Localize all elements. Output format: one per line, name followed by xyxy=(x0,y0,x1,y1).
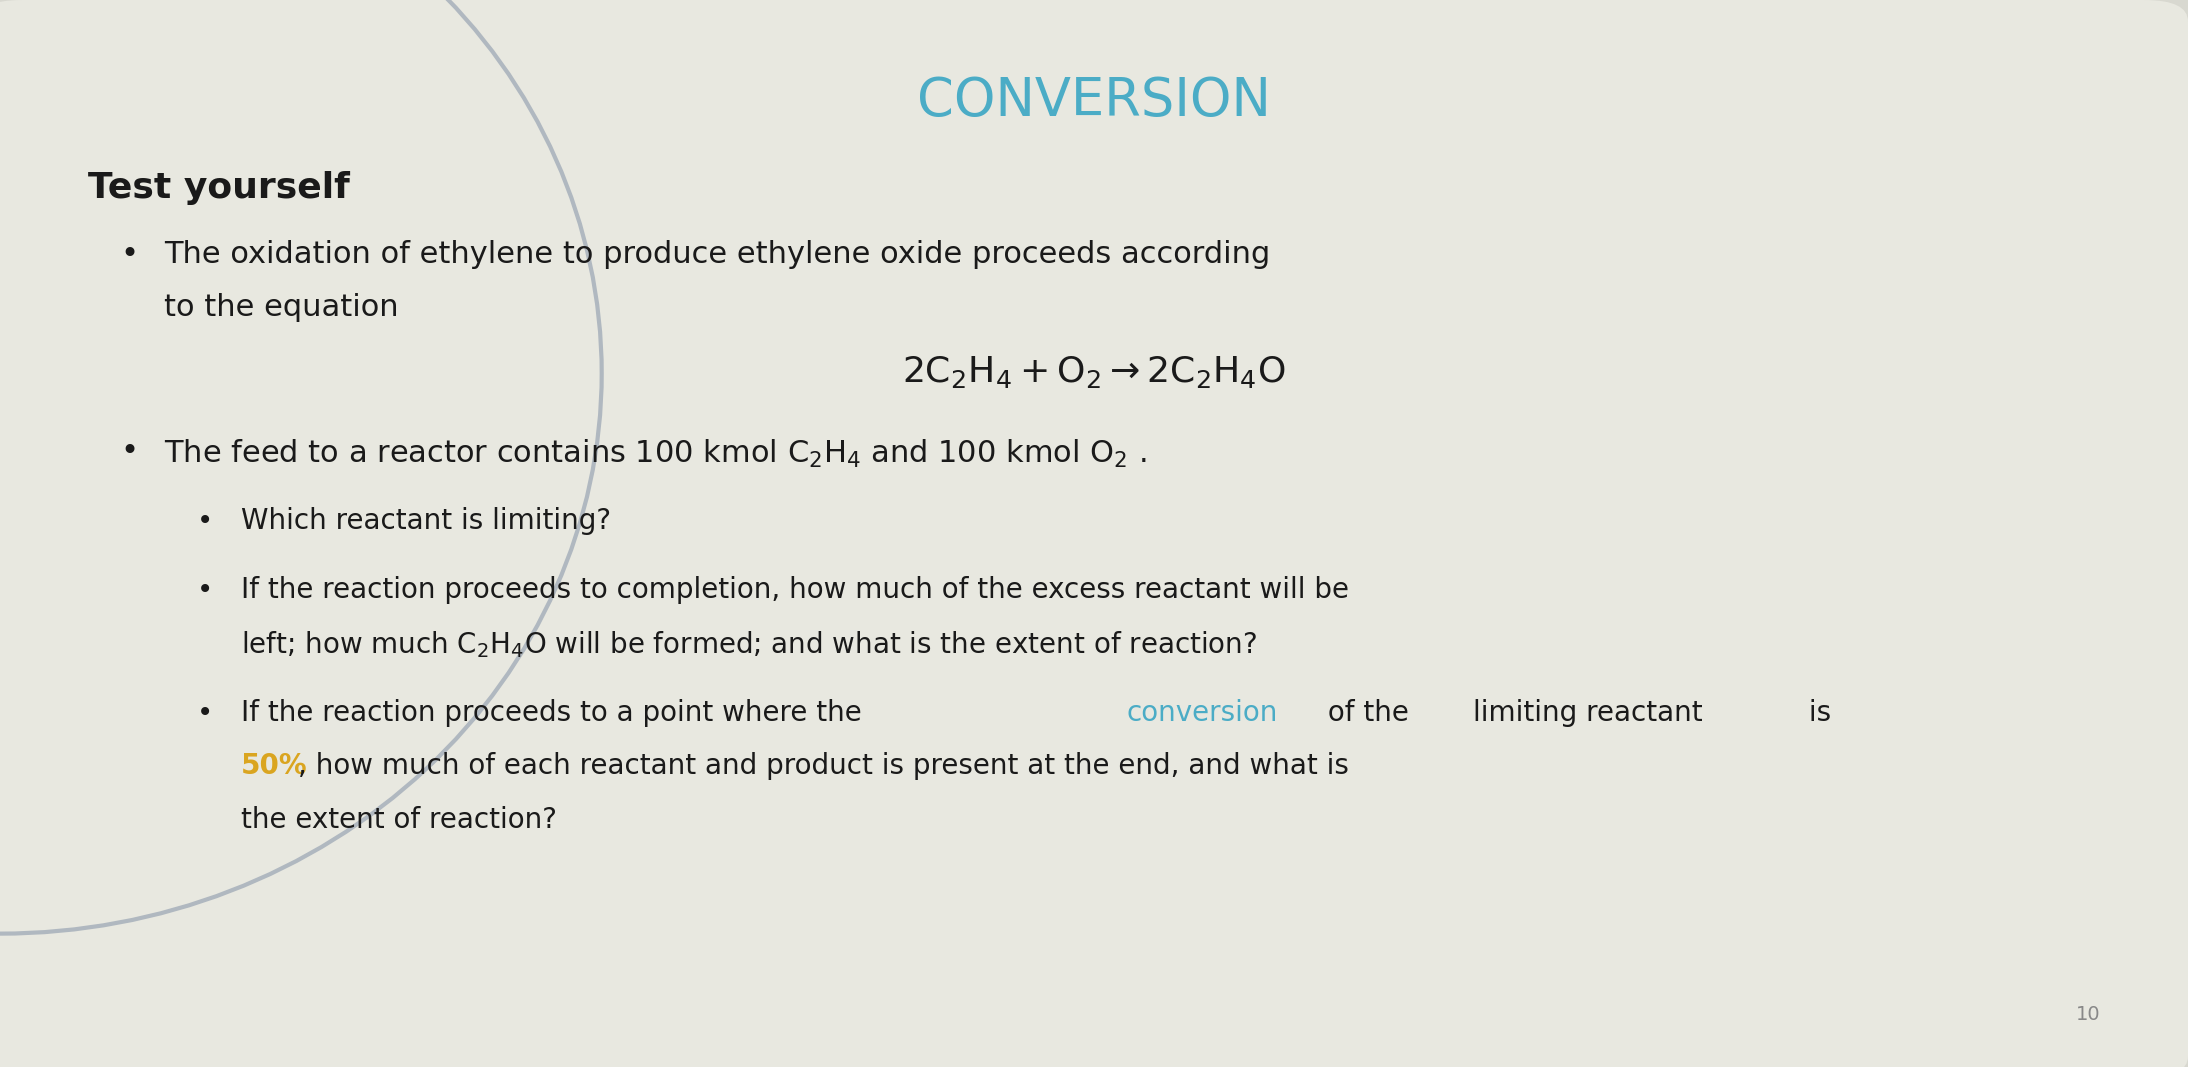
Text: The feed to a reactor contains 100 kmol $\mathregular{C_2H_4}$ and 100 kmol $\ma: The feed to a reactor contains 100 kmol … xyxy=(164,437,1147,469)
Text: the extent of reaction?: the extent of reaction? xyxy=(241,806,556,833)
Text: of the: of the xyxy=(1319,699,1418,727)
Text: •: • xyxy=(120,240,138,269)
Text: If the reaction proceeds to completion, how much of the excess reactant will be: If the reaction proceeds to completion, … xyxy=(241,576,1348,604)
Text: to the equation: to the equation xyxy=(164,293,398,322)
Text: •: • xyxy=(197,507,212,535)
Text: •: • xyxy=(120,437,138,466)
Text: Test yourself: Test yourself xyxy=(88,171,350,205)
Text: , how much of each reactant and product is present at the end, and what is: , how much of each reactant and product … xyxy=(298,752,1350,780)
Text: $\mathregular{2C_2H_4 + O_2 \rightarrow 2C_2H_4O}$: $\mathregular{2C_2H_4 + O_2 \rightarrow … xyxy=(901,354,1287,391)
Text: •: • xyxy=(197,576,212,604)
Text: If the reaction proceeds to a point where the: If the reaction proceeds to a point wher… xyxy=(241,699,871,727)
Text: 50%: 50% xyxy=(241,752,306,780)
Text: is: is xyxy=(1801,699,1831,727)
Text: left; how much $\mathregular{C_2H_4O}$ will be formed; and what is the extent of: left; how much $\mathregular{C_2H_4O}$ w… xyxy=(241,630,1256,660)
Text: •: • xyxy=(197,699,212,727)
Text: 10: 10 xyxy=(2076,1005,2100,1024)
Text: CONVERSION: CONVERSION xyxy=(917,75,1271,127)
Text: The oxidation of ethylene to produce ethylene oxide proceeds according: The oxidation of ethylene to produce eth… xyxy=(164,240,1271,269)
Text: Which reactant is limiting?: Which reactant is limiting? xyxy=(241,507,610,535)
Text: limiting reactant: limiting reactant xyxy=(1473,699,1702,727)
Text: conversion: conversion xyxy=(1127,699,1278,727)
